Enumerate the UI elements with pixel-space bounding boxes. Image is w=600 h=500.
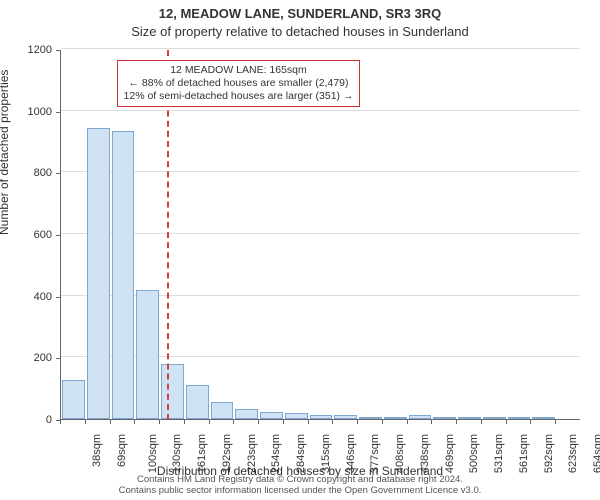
chart-subtitle: Size of property relative to detached ho… bbox=[0, 24, 600, 39]
ytick-label: 400 bbox=[0, 291, 52, 303]
y-axis-label: Number of detached properties bbox=[0, 70, 11, 235]
histogram-bar bbox=[235, 409, 258, 419]
xtick-mark bbox=[85, 420, 86, 424]
ytick-label: 1000 bbox=[0, 106, 52, 118]
xtick-mark bbox=[233, 420, 234, 424]
histogram-bar bbox=[136, 290, 159, 420]
ytick-label: 0 bbox=[0, 414, 52, 426]
xtick-label: 38sqm bbox=[91, 434, 103, 467]
xtick-mark bbox=[555, 420, 556, 424]
footer-line1: Contains HM Land Registry data © Crown c… bbox=[137, 474, 463, 485]
ytick-label: 800 bbox=[0, 167, 52, 179]
histogram-bar bbox=[334, 415, 357, 419]
footer-line2: Contains public sector information licen… bbox=[119, 485, 482, 496]
xtick-mark bbox=[308, 420, 309, 424]
gridline bbox=[61, 48, 580, 49]
xtick-mark bbox=[456, 420, 457, 424]
ytick-label: 600 bbox=[0, 229, 52, 241]
xtick-mark bbox=[382, 420, 383, 424]
xtick-mark bbox=[209, 420, 210, 424]
chart-container: 12, MEADOW LANE, SUNDERLAND, SR3 3RQ Siz… bbox=[0, 0, 600, 500]
histogram-bar bbox=[359, 417, 382, 419]
histogram-bar bbox=[62, 380, 85, 419]
chart-title-address: 12, MEADOW LANE, SUNDERLAND, SR3 3RQ bbox=[0, 6, 600, 21]
histogram-bar bbox=[433, 417, 456, 419]
xtick-mark bbox=[283, 420, 284, 424]
xtick-label: 69sqm bbox=[116, 434, 128, 467]
histogram-bar bbox=[310, 415, 333, 419]
xtick-mark bbox=[134, 420, 135, 424]
xtick-mark bbox=[481, 420, 482, 424]
ytick-label: 1200 bbox=[0, 44, 52, 56]
histogram-bar bbox=[508, 417, 531, 419]
xtick-mark bbox=[506, 420, 507, 424]
histogram-bar bbox=[384, 417, 407, 419]
xtick-mark bbox=[407, 420, 408, 424]
xtick-mark bbox=[258, 420, 259, 424]
histogram-bar bbox=[532, 417, 555, 419]
xtick-mark bbox=[530, 420, 531, 424]
histogram-bar bbox=[87, 128, 110, 419]
xtick-mark bbox=[332, 420, 333, 424]
xtick-mark bbox=[60, 420, 61, 424]
annotation-line2: ← 88% of detached houses are smaller (2,… bbox=[124, 77, 354, 90]
annotation-line3: 12% of semi-detached houses are larger (… bbox=[124, 90, 354, 103]
histogram-bar bbox=[483, 417, 506, 419]
histogram-bar bbox=[285, 413, 308, 419]
histogram-bar bbox=[161, 364, 184, 420]
xtick-mark bbox=[159, 420, 160, 424]
annotation-box: 12 MEADOW LANE: 165sqm ← 88% of detached… bbox=[117, 60, 361, 107]
histogram-bar bbox=[409, 415, 432, 419]
histogram-bar bbox=[260, 412, 283, 419]
histogram-bar bbox=[458, 417, 481, 419]
xtick-mark bbox=[431, 420, 432, 424]
ytick-label: 200 bbox=[0, 352, 52, 364]
histogram-bar bbox=[186, 385, 209, 419]
footer-attribution: Contains HM Land Registry data © Crown c… bbox=[0, 475, 600, 496]
xtick-mark bbox=[184, 420, 185, 424]
histogram-bar bbox=[211, 402, 234, 419]
histogram-bar bbox=[112, 131, 135, 419]
annotation-line1: 12 MEADOW LANE: 165sqm bbox=[124, 64, 354, 77]
xtick-mark bbox=[357, 420, 358, 424]
xtick-mark bbox=[110, 420, 111, 424]
